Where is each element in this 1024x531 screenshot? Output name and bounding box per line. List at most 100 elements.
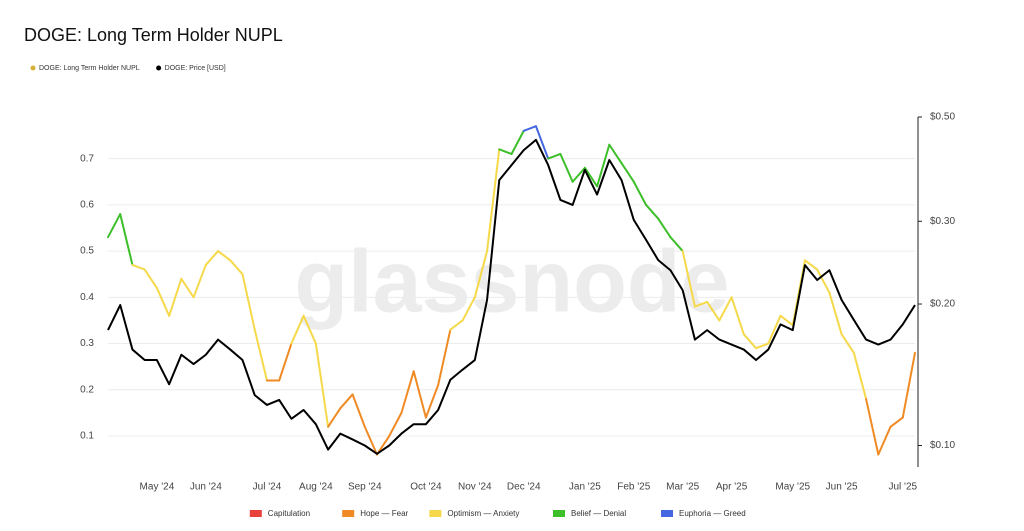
nupl-segment xyxy=(803,259,819,271)
nupl-segment xyxy=(302,314,317,345)
nupl-segment xyxy=(437,328,452,387)
legend-label: DOGE: Long Term Holder NUPL xyxy=(39,65,140,72)
x-tick-label: Jun '24 xyxy=(190,482,222,493)
zone-label: Hope — Fear xyxy=(360,509,408,518)
nupl-segment xyxy=(314,342,330,428)
chart-title: DOGE: Long Term Holder NUPL xyxy=(24,25,283,45)
nupl-segment xyxy=(290,314,305,345)
zone-label: Optimism — Anxiety xyxy=(447,509,519,518)
nupl-segment xyxy=(180,277,195,299)
y-tick-label: 0.3 xyxy=(80,338,94,349)
x-tick-label: Jul '25 xyxy=(888,482,917,493)
x-tick-label: May '24 xyxy=(140,482,175,493)
nupl-segment xyxy=(363,425,378,456)
nupl-segment xyxy=(718,296,733,322)
nupl-segment xyxy=(424,384,440,419)
nupl-segment xyxy=(412,370,427,419)
nupl-segment xyxy=(596,143,611,188)
nupl-segment xyxy=(473,250,489,299)
y-tick-label: 0.1 xyxy=(80,431,94,442)
nupl-segment xyxy=(889,416,904,428)
nupl-segment xyxy=(657,217,672,239)
nupl-segment xyxy=(865,398,880,456)
nupl-segment xyxy=(632,180,647,206)
legend-dot xyxy=(30,65,36,71)
nupl-segment xyxy=(852,351,868,401)
nupl-segment xyxy=(608,143,623,165)
nupl-segment xyxy=(669,236,684,253)
x-tick-label: Nov '24 xyxy=(458,482,492,493)
nupl-segment xyxy=(767,314,782,345)
nupl-segment xyxy=(204,250,220,266)
x-tick-label: Aug '24 xyxy=(299,482,333,493)
x-tick-label: Mar '25 xyxy=(666,482,699,493)
watermark: glassnode xyxy=(294,231,729,330)
nupl-segment xyxy=(253,328,268,382)
zone-swatch xyxy=(342,510,355,517)
nupl-segment xyxy=(192,263,207,299)
nupl-segment xyxy=(877,425,892,456)
y-tick-label: 0.6 xyxy=(80,199,94,210)
nupl-segment xyxy=(816,268,831,294)
nupl-segment xyxy=(155,287,171,317)
y2-tick-label: $0.10 xyxy=(930,440,955,451)
nupl-segment xyxy=(901,351,916,419)
zone-swatch xyxy=(661,510,673,517)
x-tick-label: Jul '24 xyxy=(253,482,282,493)
zone-swatch xyxy=(553,510,565,517)
nupl-segment xyxy=(107,213,122,239)
nupl-segment xyxy=(486,148,501,253)
x-tick-label: Apr '25 xyxy=(716,482,748,493)
y-tick-label: 0.4 xyxy=(80,292,94,303)
x-tick-label: May '25 xyxy=(775,482,810,493)
zone-label: Euphoria — Greed xyxy=(679,509,746,518)
nupl-segment xyxy=(143,268,158,290)
nupl-segment xyxy=(522,125,537,132)
nupl-segment xyxy=(119,213,134,266)
nupl-segment xyxy=(217,250,232,262)
x-tick-label: Jun '25 xyxy=(826,482,858,493)
zone-swatch xyxy=(429,510,442,517)
nupl-segment xyxy=(620,162,635,183)
nupl-segment xyxy=(742,333,758,350)
legend-label: DOGE: Price [USD] xyxy=(165,65,226,72)
zone-label: Belief — Denial xyxy=(571,509,626,518)
nupl-segment xyxy=(168,277,183,317)
x-tick-label: Jan '25 xyxy=(569,482,601,493)
zone-swatch xyxy=(249,510,262,517)
nupl-segment xyxy=(547,152,562,160)
nupl-segment xyxy=(278,342,293,382)
x-tick-label: Feb '25 xyxy=(617,482,650,493)
nupl-segment xyxy=(498,148,513,155)
zone-label: Capitulation xyxy=(268,509,310,518)
nupl-segment xyxy=(693,300,709,308)
nupl-segment xyxy=(449,319,464,331)
y-tick-label: 0.2 xyxy=(80,384,94,395)
nupl-segment xyxy=(131,263,146,271)
x-tick-label: Dec '24 xyxy=(507,482,541,493)
nupl-segment xyxy=(559,152,574,183)
nupl-segment xyxy=(327,407,342,428)
y-tick-label: 0.7 xyxy=(80,153,94,164)
nupl-segment xyxy=(339,393,354,410)
x-tick-label: Sep '24 xyxy=(348,482,382,493)
y2-tick-label: $0.30 xyxy=(930,216,955,227)
nupl-segment xyxy=(779,314,794,327)
nupl-segment xyxy=(400,370,415,414)
price-line xyxy=(107,138,916,455)
nupl-segment xyxy=(681,250,696,308)
nupl-segment xyxy=(828,291,843,336)
nupl-segment xyxy=(510,129,525,155)
nupl-segment xyxy=(388,411,403,438)
nupl-segment xyxy=(730,296,745,336)
nupl-segment xyxy=(241,273,256,331)
nupl-segment xyxy=(706,300,721,322)
nupl-segment xyxy=(645,203,660,220)
nupl-segment xyxy=(534,125,550,160)
y2-tick-label: $0.50 xyxy=(930,112,955,123)
nupl-segment xyxy=(461,296,476,322)
nupl-segment xyxy=(755,342,770,350)
nupl-segment xyxy=(583,166,599,188)
y-tick-label: 0.5 xyxy=(80,246,94,257)
nupl-segment xyxy=(840,333,855,354)
